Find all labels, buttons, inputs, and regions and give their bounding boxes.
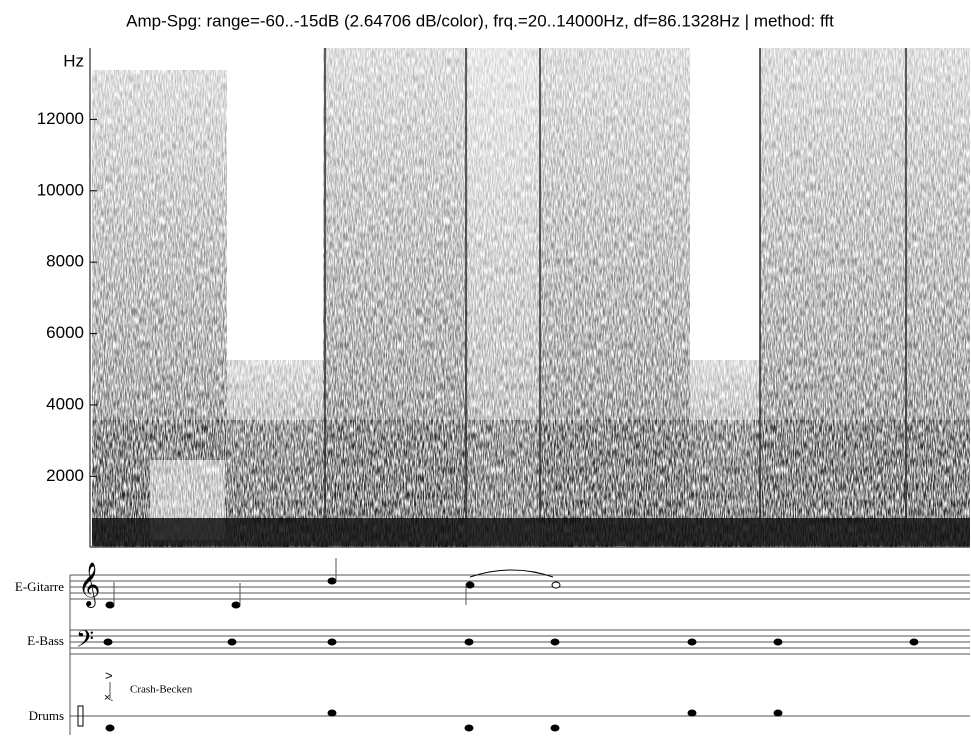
spectrogram-image [92, 48, 970, 547]
y-unit: Hz [63, 51, 84, 70]
y-tick-label: 4000 [46, 394, 84, 413]
staff-name: E-Bass [27, 633, 64, 648]
annotation: Crash-Becken [130, 684, 193, 696]
y-tick-label: 2000 [46, 466, 84, 485]
staff-name: Drums [29, 708, 64, 723]
y-tick-label: 10000 [37, 180, 84, 199]
staff-name: E-Gitarre [15, 579, 64, 594]
chart-title: Amp-Spg: range=-60..-15dB (2.64706 dB/co… [126, 11, 834, 30]
svg-text:>: > [105, 668, 113, 683]
score: 𝄞 𝄢 > ×. [69, 558, 970, 735]
svg-text:×.: ×. [104, 692, 113, 704]
svg-text:𝄞: 𝄞 [78, 562, 100, 608]
y-tick-label: 8000 [46, 252, 84, 271]
y-tick-label: 12000 [37, 109, 84, 128]
y-tick-label: 6000 [46, 323, 84, 342]
svg-text:𝄢: 𝄢 [76, 625, 94, 658]
